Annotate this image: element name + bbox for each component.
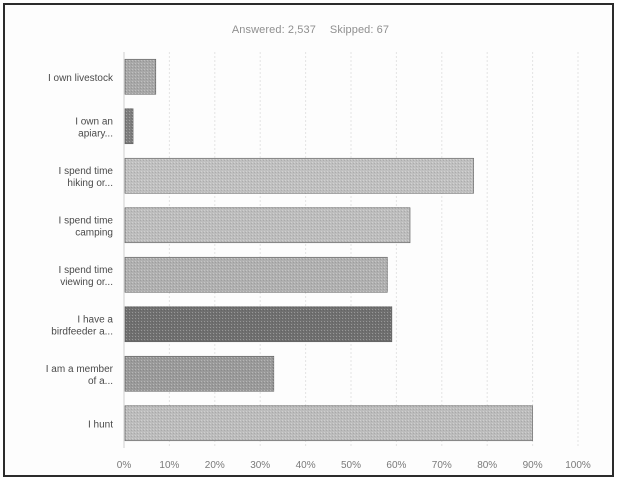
x-tick-label: 10% [159,460,179,471]
category-label: viewing or... [60,277,113,288]
x-tick-label: 40% [296,460,316,471]
category-label: of a... [88,376,113,387]
category-label: I have a [77,314,113,325]
category-label: I own livestock [48,73,114,84]
x-tick-label: 20% [205,460,225,471]
bar-texture [125,257,388,293]
answered-count: Answered: 2,537 [231,24,316,36]
category-label: apiary... [78,128,113,139]
bar-texture [125,356,274,392]
x-tick-label: 0% [117,460,132,471]
x-tick-label: 50% [341,460,361,471]
skipped-count: Skipped: 67 [329,24,390,36]
category-label: I spend time [59,166,114,177]
bar-texture [125,108,134,144]
x-tick-label: 60% [386,460,406,471]
bar-texture [125,405,533,441]
category-label: I am a member [46,364,114,375]
category-label: I spend time [59,215,114,226]
category-label: I hunt [88,419,113,430]
x-tick-label: 30% [250,460,270,471]
x-tick-label: 70% [432,460,452,471]
response-summary: Answered: 2,537 Skipped: 67 [0,24,621,36]
bar-texture [125,158,474,194]
bar-texture [125,207,411,243]
x-tick-label: 90% [523,460,543,471]
category-label: I spend time [59,265,114,276]
x-tick-label: 80% [477,460,497,471]
category-label: hiking or... [67,178,113,189]
bar-texture [125,59,156,95]
category-label: birdfeeder a... [51,326,113,337]
bar-texture [125,306,392,342]
category-label: camping [75,227,113,238]
category-label: I own an [75,116,113,127]
x-tick-label: 100% [565,460,591,471]
